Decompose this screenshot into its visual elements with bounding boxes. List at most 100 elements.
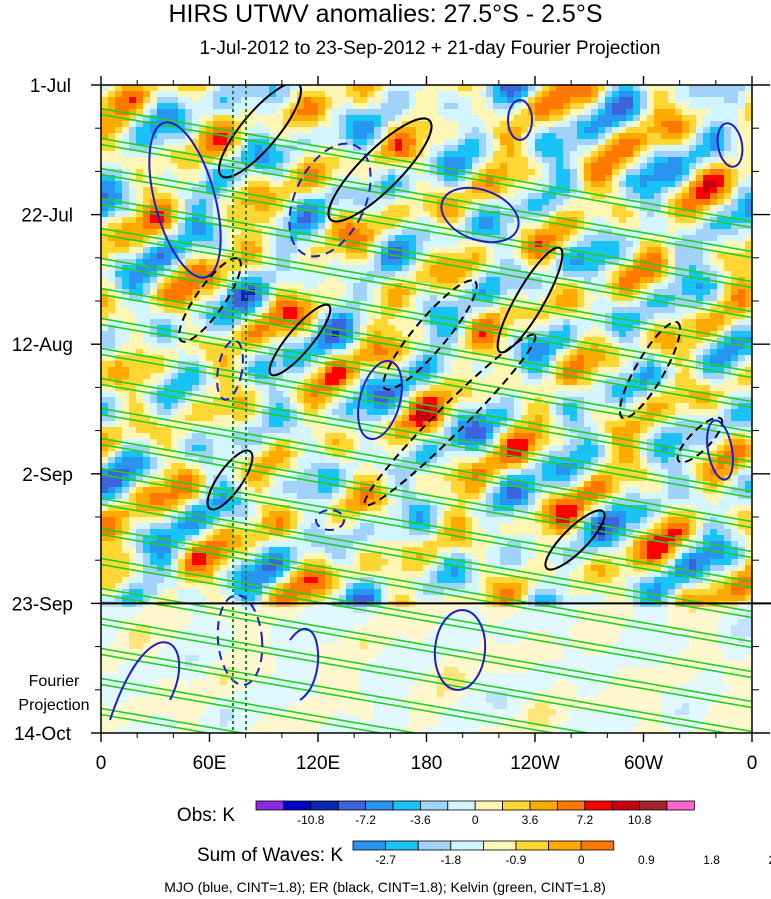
field-cell	[731, 265, 739, 272]
field-cell	[703, 187, 711, 194]
field-cell	[241, 337, 249, 344]
field-cell	[234, 277, 242, 284]
field-cell	[668, 349, 676, 356]
field-cell	[199, 181, 207, 188]
field-cell	[563, 355, 571, 362]
field-cell	[549, 373, 557, 380]
field-cell	[675, 127, 683, 134]
field-cell	[318, 355, 326, 362]
field-cell	[444, 235, 452, 242]
field-cell	[654, 133, 662, 140]
field-cell	[325, 163, 333, 170]
field-cell	[311, 355, 319, 362]
field-cell	[241, 211, 249, 218]
field-cell	[591, 91, 599, 98]
field-cell	[619, 121, 627, 128]
field-cell	[290, 103, 298, 110]
field-cell	[654, 337, 662, 344]
field-cell	[332, 355, 340, 362]
field-cell	[626, 301, 634, 308]
field-cell	[325, 373, 333, 380]
field-cell	[241, 205, 249, 212]
field-cell	[115, 91, 123, 98]
field-cell	[724, 355, 732, 362]
field-cell	[269, 373, 277, 380]
field-cell	[248, 313, 256, 320]
field-cell	[367, 211, 375, 218]
field-cell	[745, 115, 752, 122]
field-cell	[143, 319, 151, 326]
field-cell	[717, 229, 725, 236]
field-cell	[325, 247, 333, 254]
field-cell	[451, 217, 459, 224]
field-cell	[367, 253, 375, 260]
field-cell	[220, 97, 228, 104]
field-cell	[584, 379, 592, 386]
field-cell	[402, 337, 410, 344]
field-cell	[500, 343, 508, 350]
field-cell	[668, 343, 676, 350]
field-cell	[374, 301, 382, 308]
field-cell	[486, 289, 494, 296]
field-cell	[367, 343, 375, 350]
field-cell	[500, 223, 508, 230]
field-cell	[409, 325, 417, 332]
field-cell	[675, 379, 683, 386]
field-cell	[479, 361, 487, 368]
field-cell	[248, 229, 256, 236]
field-cell	[479, 277, 487, 284]
field-cell	[318, 373, 326, 380]
field-cell	[220, 181, 228, 188]
field-cell	[304, 121, 312, 128]
field-cell	[640, 181, 648, 188]
field-cell	[465, 283, 473, 290]
field-cell	[493, 391, 501, 398]
field-cell	[339, 91, 347, 98]
field-cell	[710, 373, 718, 380]
field-cell	[486, 397, 494, 404]
field-cell	[199, 391, 207, 398]
field-cell	[367, 223, 375, 230]
field-cell	[493, 367, 501, 374]
field-cell	[696, 289, 704, 296]
field-cell	[444, 403, 452, 410]
field-cell	[388, 343, 396, 350]
field-cell	[717, 325, 725, 332]
field-cell	[689, 349, 697, 356]
field-cell	[633, 367, 641, 374]
field-cell	[129, 205, 137, 212]
field-cell	[619, 97, 627, 104]
field-cell	[122, 187, 130, 194]
field-cell	[178, 85, 186, 92]
field-cell	[689, 121, 697, 128]
field-cell	[199, 121, 207, 128]
field-cell	[577, 253, 585, 260]
field-cell	[717, 223, 725, 230]
field-cell	[360, 235, 368, 242]
field-cell	[206, 247, 214, 254]
field-cell	[640, 163, 648, 170]
field-cell	[668, 91, 676, 98]
field-cell	[465, 391, 473, 398]
field-cell	[318, 391, 326, 398]
field-cell	[458, 277, 466, 284]
field-cell	[402, 235, 410, 242]
field-cell	[703, 289, 711, 296]
field-cell	[423, 283, 431, 290]
field-cell	[500, 115, 508, 122]
field-cell	[304, 223, 312, 230]
field-cell	[458, 331, 466, 338]
field-cell	[395, 325, 403, 332]
field-cell	[276, 145, 284, 152]
field-cell	[304, 289, 312, 296]
field-cell	[178, 307, 186, 314]
field-cell	[556, 181, 564, 188]
field-cell	[374, 367, 382, 374]
field-cell	[682, 325, 690, 332]
field-cell	[451, 157, 459, 164]
field-cell	[458, 253, 466, 260]
field-cell	[479, 313, 487, 320]
field-cell	[297, 109, 305, 116]
field-cell	[206, 115, 214, 122]
field-cell	[353, 235, 361, 242]
